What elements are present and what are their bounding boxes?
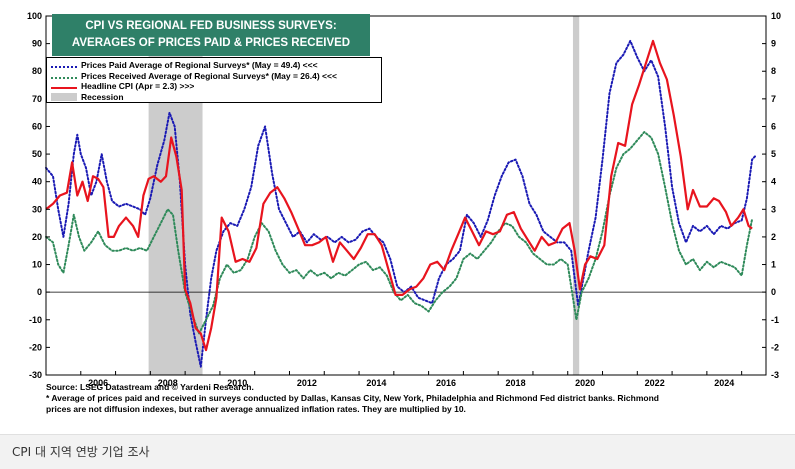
chart-area: 100 90 80 70 60 50 40 30 20 10 0 -10 -20 -30 10 9 8 7 6 5 4…: [27, 11, 781, 414]
left-tick-label: 60: [32, 121, 42, 131]
caption-bar: CPI 대 지역 연방 기업 조사: [0, 434, 795, 469]
x-tick-label: 2006: [88, 378, 108, 388]
legend-label: Prices Paid Average of Regional Surveys*…: [81, 60, 318, 70]
x-tick-label: 2014: [366, 378, 386, 388]
chart-title-box: CPI VS REGIONAL FED BUSINESS SURVEYS: AV…: [52, 14, 370, 56]
series-layer: [45, 39, 757, 368]
right-tick-label: 2: [771, 232, 776, 242]
right-tick-label: 3: [771, 204, 776, 214]
legend-entry-recession: Recession: [51, 92, 377, 103]
chart-subtitle: AVERAGES OF PRICES PAID & PRICES RECEIVE…: [71, 37, 351, 49]
legend-swatch-green-dotted: [51, 76, 77, 79]
right-tick-label: 8: [771, 66, 776, 76]
image-caption: CPI 대 지역 연방 기업 조사: [12, 445, 150, 459]
legend-label: Prices Received Average of Regional Surv…: [81, 70, 337, 81]
right-tick-label: 4: [771, 177, 776, 187]
x-tick-label: 2016: [436, 378, 456, 388]
plot-frame: [45, 15, 767, 376]
left-tick-label: 90: [32, 39, 42, 49]
legend-swatch-blue-dotted: [51, 66, 77, 69]
left-tick-label: 80: [32, 66, 42, 76]
right-tick-label: 1: [771, 260, 776, 270]
x-axis-ticks: 2006 2008 2010 2012 2014 2016 2018 2020 2022 2024: [45, 371, 743, 388]
right-tick-label: -2: [771, 342, 779, 352]
footnote-line-2: prices are not diffusion indexes, but ra…: [46, 404, 466, 414]
right-tick-label: 7: [771, 94, 776, 104]
legend-swatch-recession: [51, 92, 77, 101]
left-tick-label: 50: [32, 149, 42, 159]
legend-entry-prices-received: Prices Received Average of Regional Surv…: [51, 71, 377, 82]
left-tick-label: 100: [27, 11, 42, 21]
left-tick-label: -30: [29, 370, 42, 380]
left-tick-label: -10: [29, 315, 42, 325]
legend-swatch-red-solid: [51, 87, 77, 90]
legend-label: Recession: [81, 91, 124, 102]
x-tick-label: 2008: [158, 378, 178, 388]
right-tick-label: 9: [771, 39, 776, 49]
x-tick-label: 2022: [645, 378, 665, 388]
x-tick-label: 2024: [714, 378, 734, 388]
left-tick-label: 70: [32, 94, 42, 104]
left-tick-label: 10: [32, 260, 42, 270]
source-notes: Source: LSEG Datastream and © Yardeni Re…: [46, 382, 786, 415]
legend-label: Headline CPI (Apr = 2.3) >>>: [81, 81, 195, 91]
left-tick-label: 20: [32, 232, 42, 242]
legend: Prices Paid Average of Regional Surveys*…: [46, 57, 382, 103]
left-tick-label: 30: [32, 204, 42, 214]
legend-entry-headline-cpi: Headline CPI (Apr = 2.3) >>>: [51, 81, 377, 92]
left-tick-label: 0: [37, 287, 42, 297]
right-tick-label: 0: [771, 287, 776, 297]
series-line-0: [45, 39, 757, 368]
left-tick-label: -20: [29, 342, 42, 352]
right-tick-label: -1: [771, 315, 779, 325]
x-tick-label: 2018: [506, 378, 526, 388]
series-line-2: [45, 39, 753, 352]
chart-title: CPI VS REGIONAL FED BUSINESS SURVEYS:: [85, 20, 337, 32]
x-tick-label: 2020: [575, 378, 595, 388]
x-tick-label: 2012: [297, 378, 317, 388]
right-tick-label: 6: [771, 121, 776, 131]
recession-band-1: [572, 16, 580, 375]
x-tick-label: 2010: [227, 378, 247, 388]
source-line: Source: LSEG Datastream and © Yardeni Re…: [46, 382, 254, 392]
right-tick-label: 5: [771, 149, 776, 159]
left-tick-label: 40: [32, 177, 42, 187]
right-tick-label: -3: [771, 370, 779, 380]
legend-entry-prices-paid: Prices Paid Average of Regional Surveys*…: [51, 60, 377, 71]
right-tick-label: 10: [771, 11, 781, 21]
footnote-line-1: * Average of prices paid and received in…: [46, 393, 659, 403]
